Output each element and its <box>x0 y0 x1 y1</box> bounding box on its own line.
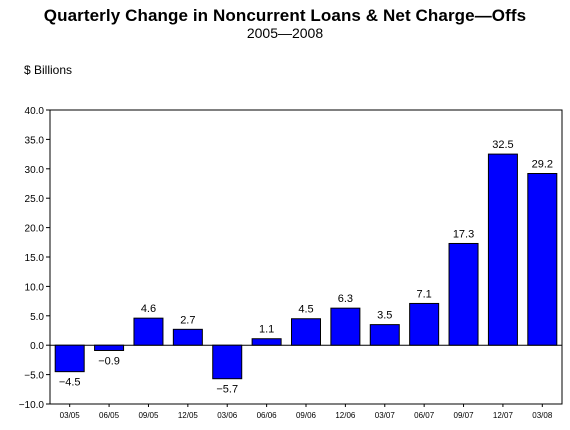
plot-frame <box>49 109 563 405</box>
y-tick-label: −10.0 <box>19 400 45 411</box>
chart-subtitle: 2005—2008 <box>246 25 324 41</box>
bar-09-05 <box>133 317 164 346</box>
data-label: −5.7 <box>216 384 238 396</box>
x-tick-label: 06/07 <box>414 411 435 420</box>
data-label: 17.3 <box>453 228 474 240</box>
bar-12-06 <box>330 307 361 346</box>
data-label: −0.9 <box>98 355 120 367</box>
x-tick-label: 03/07 <box>375 411 396 420</box>
x-tick-label: 03/08 <box>532 411 553 420</box>
data-label: 3.5 <box>377 310 392 322</box>
x-tick-label: 12/06 <box>335 411 356 420</box>
y-tick-label: 0.0 <box>30 341 44 352</box>
y-tick-label: 35.0 <box>25 135 45 146</box>
bar-09-07 <box>448 242 479 346</box>
x-tick-label: 03/05 <box>60 411 81 420</box>
data-label: 2.7 <box>180 314 195 326</box>
y-tick-label: 30.0 <box>25 165 45 176</box>
x-tick-label: 12/07 <box>493 411 514 420</box>
y-tick-label: 40.0 <box>25 106 45 117</box>
x-tick-label: 06/05 <box>99 411 120 420</box>
x-tick-label: 09/05 <box>138 411 159 420</box>
y-axis-unit-label: $ Billions <box>24 63 73 77</box>
data-label: −4.5 <box>59 377 81 389</box>
x-tick-label: 12/05 <box>178 411 199 420</box>
bar-03-08 <box>527 173 558 346</box>
data-label: 32.5 <box>492 139 513 151</box>
bar-12-07 <box>487 153 518 346</box>
bar-06-05 <box>94 344 125 351</box>
x-tick-label: 06/06 <box>257 411 278 420</box>
bar-06-06 <box>251 338 282 346</box>
data-label: 4.6 <box>141 303 156 315</box>
bar-03-06 <box>212 344 243 380</box>
x-tick-label: 09/06 <box>296 411 317 420</box>
data-label: 7.1 <box>417 288 432 300</box>
data-label: 29.2 <box>532 159 553 171</box>
y-tick-label: 25.0 <box>25 194 45 205</box>
bar-12-05 <box>172 328 203 346</box>
y-tick-label: 20.0 <box>25 224 45 235</box>
bar-06-07 <box>409 302 440 346</box>
data-label: 1.1 <box>259 324 274 336</box>
y-tick-label: 10.0 <box>25 282 45 293</box>
data-label: 4.5 <box>298 304 313 316</box>
y-tick-label: −5.0 <box>24 371 44 382</box>
x-tick-label: 03/06 <box>217 411 238 420</box>
bar-03-05 <box>54 344 85 373</box>
y-tick-label: 15.0 <box>25 253 45 264</box>
x-tick-label: 09/07 <box>454 411 475 420</box>
bar-03-07 <box>369 324 400 346</box>
bar-09-06 <box>291 318 321 346</box>
chart-title: Quarterly Change in Noncurrent Loans & N… <box>43 6 527 25</box>
y-tick-label: 5.0 <box>30 312 44 323</box>
data-label: 6.3 <box>338 293 353 305</box>
